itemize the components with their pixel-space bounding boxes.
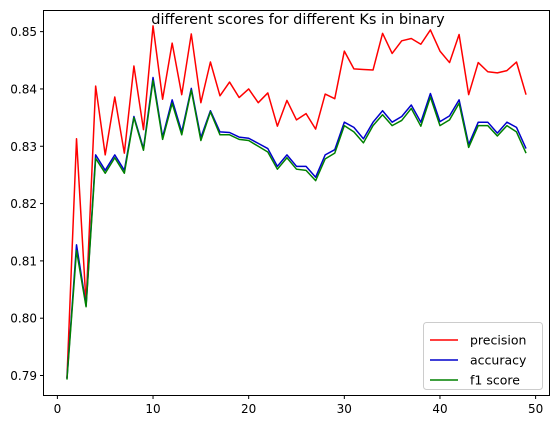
- legend: precision accuracy f1 score: [424, 323, 543, 390]
- y-tick-label: 0.79: [10, 369, 37, 383]
- y-tick-label: 0.84: [10, 82, 37, 96]
- y-tick-label: 0.80: [10, 312, 37, 326]
- legend-label: f1 score: [470, 373, 520, 388]
- x-axis: 0 10 20 30 40 50: [54, 395, 544, 416]
- y-axis: 0.79 0.80 0.81 0.82 0.83 0.84 0.85: [10, 25, 44, 383]
- x-tick-label: 40: [432, 402, 447, 416]
- y-tick-label: 0.82: [10, 197, 37, 211]
- x-tick-label: 20: [241, 402, 256, 416]
- chart-title: different scores for different Ks in bin…: [151, 12, 445, 28]
- x-tick-label: 10: [145, 402, 160, 416]
- x-tick-label: 0: [54, 402, 62, 416]
- x-tick-label: 50: [528, 402, 543, 416]
- x-tick-label: 30: [337, 402, 352, 416]
- legend-label: precision: [470, 333, 526, 348]
- y-tick-label: 0.81: [10, 254, 37, 268]
- y-tick-label: 0.85: [10, 25, 37, 39]
- legend-label: accuracy: [470, 353, 527, 368]
- y-tick-label: 0.83: [10, 140, 37, 154]
